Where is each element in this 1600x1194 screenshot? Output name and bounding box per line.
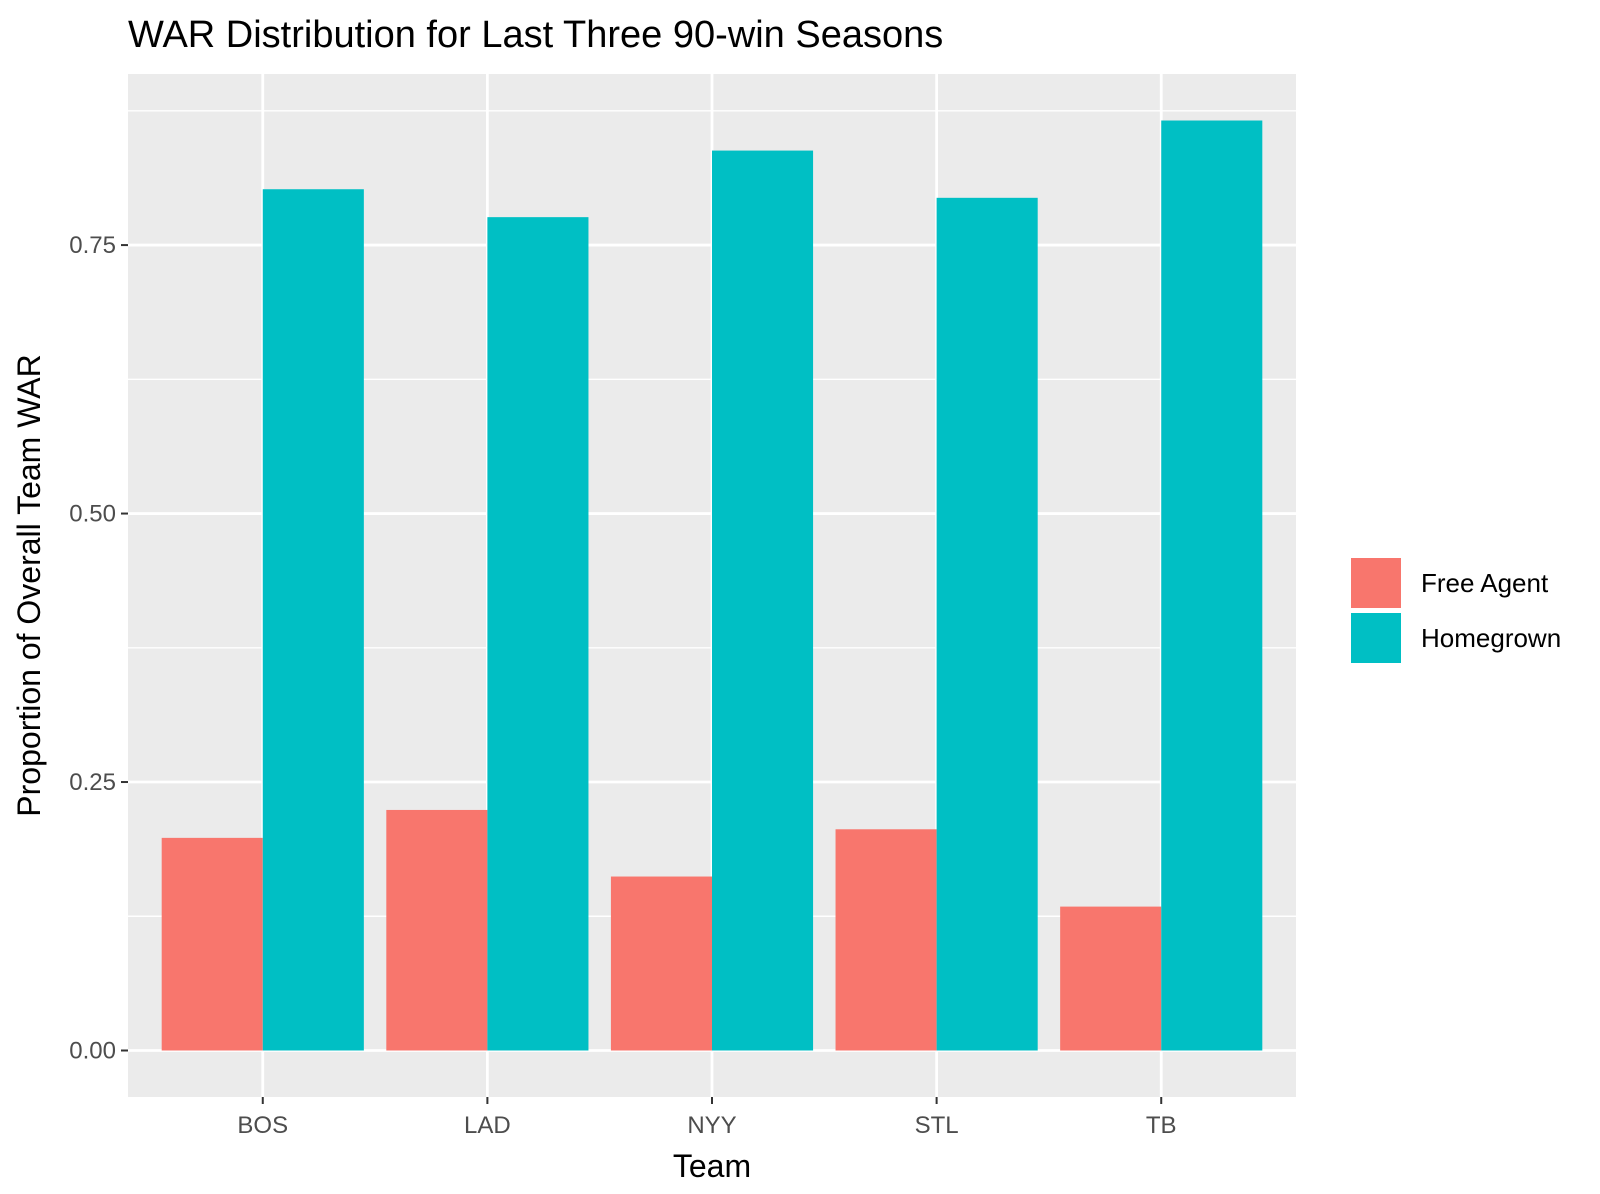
legend-key-free-agent	[1351, 558, 1401, 608]
y-axis: 0.00 0.25 0.50 0.75	[69, 232, 128, 1065]
x-tick-label: NYY	[687, 1112, 736, 1139]
legend-key-homegrown	[1351, 613, 1401, 663]
y-tick-label: 0.75	[69, 232, 116, 259]
chart-title: WAR Distribution for Last Three 90-win S…	[128, 14, 943, 56]
x-tick-label: BOS	[237, 1112, 288, 1139]
x-axis: BOS LAD NYY STL TB	[237, 1097, 1177, 1139]
x-tick-label: TB	[1146, 1112, 1177, 1139]
y-tick-label: 0.50	[69, 501, 116, 528]
y-axis-title: Proportion of Overall Team WAR	[11, 354, 47, 816]
x-axis-title: Team	[673, 1148, 751, 1184]
bar-free-agent-nyy	[610, 876, 712, 1051]
bar-homegrown-bos	[262, 189, 364, 1051]
bar-free-agent-stl	[835, 829, 937, 1051]
y-tick-label: 0.00	[69, 1038, 116, 1065]
bar-free-agent-bos	[161, 837, 263, 1051]
legend-label-homegrown: Homegrown	[1421, 623, 1561, 653]
bars	[161, 120, 1263, 1051]
bar-free-agent-tb	[1060, 906, 1162, 1051]
bar-homegrown-nyy	[712, 150, 814, 1051]
bar-homegrown-lad	[487, 217, 589, 1051]
bar-homegrown-stl	[936, 197, 1038, 1051]
legend: Free Agent Homegrown	[1351, 558, 1561, 663]
bar-free-agent-lad	[386, 809, 488, 1051]
legend-label-free-agent: Free Agent	[1421, 568, 1549, 598]
x-tick-label: LAD	[464, 1112, 511, 1139]
y-tick-label: 0.25	[69, 769, 116, 796]
x-tick-label: STL	[915, 1112, 959, 1139]
bar-homegrown-tb	[1161, 120, 1263, 1051]
